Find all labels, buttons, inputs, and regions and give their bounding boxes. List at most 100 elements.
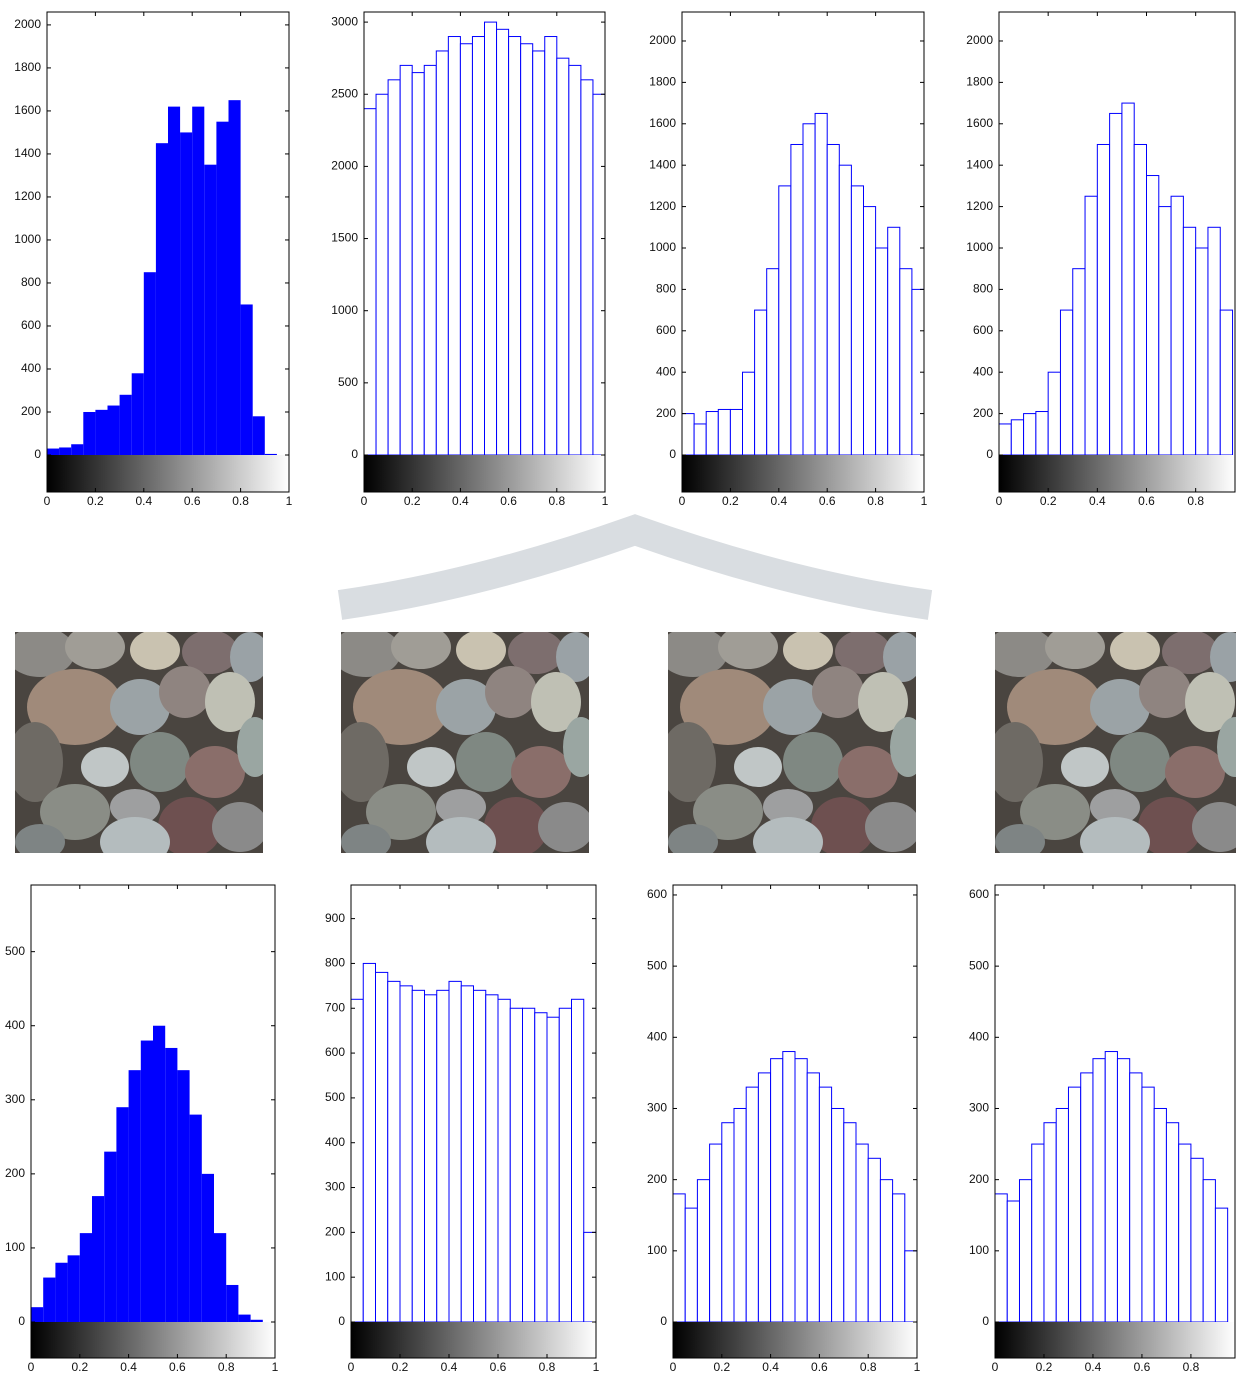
x-tick-label: 0.4 [452,494,469,508]
bar [143,272,156,455]
bar [435,50,449,455]
bar [79,1233,92,1322]
bar [226,1284,239,1322]
x-tick-label: 1 [593,1360,600,1374]
y-tick-label: 100 [969,1243,989,1257]
bar [484,21,498,455]
axes-frame [30,884,276,1359]
x-tick-label: 0.6 [490,1360,507,1374]
bar [375,971,389,1322]
colorbar [364,455,605,492]
x-tick-label: 0.4 [441,1360,458,1374]
bar [534,1012,548,1322]
bar [682,413,695,455]
bar [128,1070,141,1322]
axes-frame [994,884,1236,1359]
x-tick-label: 1 [914,1360,921,1374]
bar [790,143,804,455]
bar [107,405,120,455]
x-tick-label: 0.8 [218,1360,235,1374]
x-tick-label: 0.6 [811,1360,828,1374]
histogram-chart: 0 100 200 300 400 500 600 700 800 900 0 0.2 0.4 0.6 0.… [325,884,600,1374]
histogram-chart: 0 100 200 300 400 500 600 0 0.2 0.4 0.6 0.8 [969,884,1236,1374]
bar [831,1107,845,1322]
bar [240,304,253,455]
bar [1170,195,1184,455]
y-tick-label: 1000 [14,232,41,246]
histogram-chart: 0 200 400 600 800 1000 1200 1400 1600 1800 2000 0 0.… [649,11,928,508]
bar [250,1319,263,1322]
axes-frame [350,884,597,1359]
photo [5,625,273,867]
bar [571,998,585,1322]
bar [1153,1107,1167,1322]
bar [192,106,205,455]
bar [1165,1122,1180,1322]
y-tick-label: 0 [351,447,358,461]
bar [794,1058,808,1322]
bar [509,1007,523,1322]
bar [696,1179,711,1322]
x-tick-label: 1 [286,494,293,508]
y-tick-label: 200 [656,406,676,420]
y-tick-label: 200 [325,1225,345,1239]
y-tick-label: 0 [18,1314,25,1328]
x-tick-label: 0.6 [1134,1360,1151,1374]
bar [362,962,376,1322]
bar [1195,247,1209,455]
bar [1080,1072,1094,1322]
y-tick-label: 600 [969,887,989,901]
bar [411,989,425,1322]
bar [855,1143,869,1322]
bar [818,1086,833,1322]
bar [119,394,132,455]
bar [252,416,265,455]
bar [673,1193,686,1322]
bar [580,79,594,455]
y-tick-label: 1400 [649,157,676,171]
colorbar [682,455,924,492]
bar [721,1122,735,1322]
y-tick-label: 400 [647,1029,667,1043]
bar [782,1051,796,1322]
y-tick-label: 2500 [331,86,358,100]
bar [155,143,168,455]
y-tick-label: 2000 [649,33,676,47]
bar [745,1086,759,1322]
y-tick-label: 1000 [649,240,676,254]
x-tick-label: 0.4 [1089,494,1106,508]
bar [887,226,901,455]
x-tick-label: 0.8 [548,494,565,508]
bar [1146,175,1160,455]
y-tick-label: 1400 [14,146,41,160]
y-tick-label: 100 [325,1269,345,1283]
y-tick-label: 800 [21,275,41,289]
bars [682,112,924,455]
histogram-chart: 0 100 200 300 400 500 600 0 0.2 0.4 0.6 0.8 1 [647,884,921,1374]
x-tick-label: 0.2 [404,494,421,508]
bar [770,1058,784,1322]
bar [375,93,389,455]
bar [802,123,816,455]
bar [544,36,558,455]
x-tick-label: 0.6 [1138,494,1155,508]
x-tick-label: 0.8 [539,1360,556,1374]
bar [838,164,852,455]
y-tick-label: 300 [325,1180,345,1194]
bar [867,1157,881,1322]
bar [1092,1058,1106,1322]
bar [850,185,865,455]
y-tick-label: 1600 [649,116,676,130]
bar [447,36,461,455]
bar [1043,1122,1057,1322]
bar [399,985,413,1322]
x-tick-label: 0.2 [722,494,739,508]
bar [754,309,768,455]
bar [1096,143,1111,455]
axes-frame [363,11,606,493]
bar [1035,411,1049,455]
bar [1178,1143,1192,1322]
bar [201,1173,214,1322]
y-tick-label: 0 [986,447,993,461]
y-tick-label: 200 [647,1172,667,1186]
